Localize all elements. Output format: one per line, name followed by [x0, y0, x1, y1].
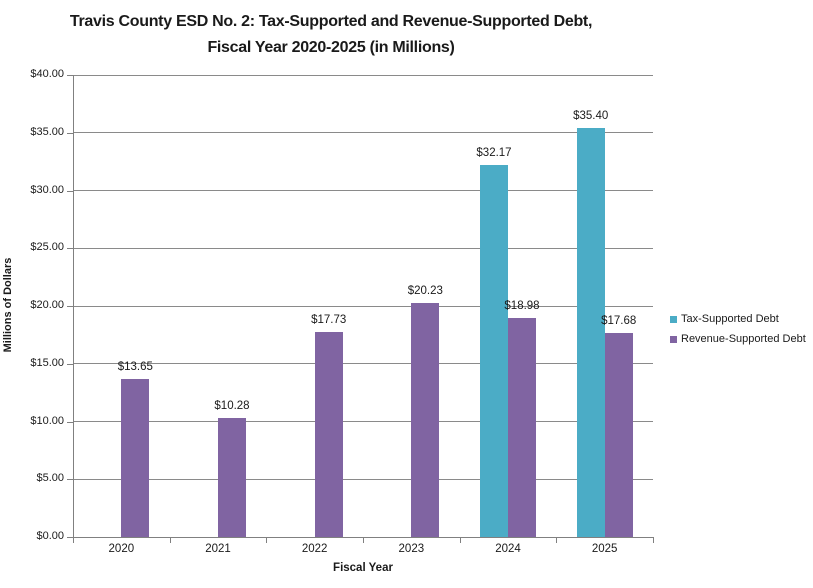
chart-title-line2: Fiscal Year 2020-2025 (in Millions)	[207, 39, 455, 56]
data-label-tax-supported-debt-2024: $32.17	[476, 147, 512, 160]
data-label-tax-supported-debt-2025: $35.40	[573, 110, 609, 123]
y-tick-label: $40.00	[30, 68, 64, 80]
y-tick-label: $25.00	[30, 241, 64, 254]
legend-swatch-icon	[670, 335, 677, 343]
data-label-revenue-supported-debt-2020: $13.65	[117, 361, 153, 374]
bar-tax-supported-debt-2024	[480, 165, 508, 537]
data-label-revenue-supported-debt-2023: $20.23	[407, 285, 443, 298]
data-label-revenue-supported-debt-2025: $17.68	[601, 314, 637, 327]
bar-revenue-supported-debt-2025	[604, 332, 633, 537]
y-axis-tick	[67, 248, 73, 250]
x-axis-tick	[169, 538, 171, 543]
x-tick-label: 2022	[301, 543, 328, 555]
y-axis-tick	[67, 75, 73, 76]
legend: Tax-Supported Debt Revenue-Supported Debt	[670, 309, 806, 349]
x-tick-label: 2024	[495, 543, 521, 555]
y-axis-tick	[67, 537, 73, 538]
x-tick-label: 2020	[108, 543, 135, 555]
x-tick-label: 2021	[205, 543, 231, 555]
y-axis-tick	[67, 306, 73, 307]
x-axis-tick	[363, 538, 364, 543]
y-tick-label: $15.00	[30, 356, 64, 369]
legend-swatch-icon	[670, 315, 677, 323]
gridline	[73, 74, 653, 76]
gridline	[73, 305, 653, 307]
y-tick-label: $35.00	[30, 125, 64, 138]
y-tick-label: $20.00	[30, 299, 64, 311]
x-axis-tick	[653, 538, 654, 543]
x-axis-tick	[266, 538, 268, 543]
gridline	[73, 363, 653, 365]
y-tick-label: $5.00	[36, 472, 64, 485]
bar-revenue-supported-debt-2022	[314, 332, 343, 537]
y-tick-label: $30.00	[30, 183, 64, 196]
legend-label: Tax-Supported Debt	[681, 313, 779, 325]
bar-revenue-supported-debt-2023	[411, 303, 440, 537]
y-tick-label: $0.00	[36, 530, 64, 542]
y-axis-line	[73, 75, 74, 538]
gridline	[73, 132, 653, 134]
y-axis-tick	[67, 190, 73, 192]
data-label-revenue-supported-debt-2024: $18.98	[504, 299, 540, 312]
data-label-revenue-supported-debt-2021: $10.28	[214, 400, 250, 413]
y-axis-tick	[67, 363, 73, 365]
gridline	[73, 190, 653, 191]
y-axis-tick	[67, 479, 73, 481]
bar-revenue-supported-debt-2020	[121, 379, 150, 537]
bar-tax-supported-debt-2025	[576, 128, 605, 537]
y-tick-label: $10.00	[30, 414, 64, 427]
x-axis-line	[73, 537, 654, 538]
x-axis-tick	[556, 538, 558, 543]
bar-revenue-supported-debt-2021	[218, 418, 246, 537]
y-axis-tick	[67, 132, 73, 134]
legend-item-revenue-supported-debt: Revenue-Supported Debt	[670, 329, 806, 349]
gridline	[73, 247, 653, 249]
y-axis-tick	[67, 421, 73, 423]
gridline	[73, 478, 653, 480]
legend-item-tax-supported-debt: Tax-Supported Debt	[670, 309, 806, 329]
x-axis-title: Fiscal Year	[333, 562, 393, 574]
bar-revenue-supported-debt-2024	[508, 317, 536, 537]
legend-label: Revenue-Supported Debt	[681, 333, 806, 345]
gridline	[73, 421, 653, 422]
data-label-revenue-supported-debt-2022: $17.73	[311, 314, 347, 327]
x-tick-label: 2025	[591, 543, 618, 555]
chart-title: Travis County ESD No. 2: Tax-Supported a…	[0, 9, 662, 61]
chart-title-line1: Travis County ESD No. 2: Tax-Supported a…	[69, 13, 593, 30]
x-axis-tick	[459, 538, 461, 543]
x-axis-tick	[73, 538, 74, 543]
x-tick-label: 2023	[398, 543, 425, 555]
